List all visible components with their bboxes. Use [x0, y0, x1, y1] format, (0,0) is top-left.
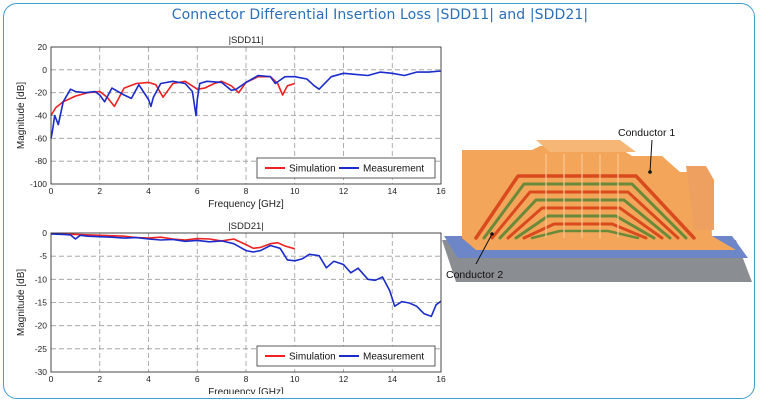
legend-entry-simulation: Simulation: [289, 352, 336, 363]
y-tick-label: -25: [35, 344, 48, 354]
y-tick-label: -5: [39, 251, 47, 261]
legend-entry-measurement: Measurement: [363, 164, 424, 175]
connector-3d-model: Conductor 1 Conductor 2: [442, 127, 752, 282]
x-tick-label: 4: [146, 374, 151, 384]
conductor-1-leader: [649, 139, 653, 173]
housing-ribs: [545, 154, 619, 238]
chart-title: |SDD11|: [229, 35, 264, 46]
x-tick-label: 6: [195, 374, 200, 384]
page-title: Connector Differential Insertion Loss |S…: [171, 7, 589, 23]
x-tick-label: 6: [195, 186, 200, 196]
chart-title: |SDD21|: [228, 221, 264, 232]
series-line-measurement: [50, 70, 442, 139]
x-tick-label: 0: [49, 374, 54, 384]
conductor-1-label: Conductor 1: [618, 127, 675, 139]
y-tick-label: 0: [42, 228, 47, 238]
x-axis-label: Frequency [GHz]: [208, 387, 284, 394]
x-tick-label: 4: [146, 186, 151, 196]
y-tick-label: -15: [35, 298, 48, 308]
y-tick-label: -20: [35, 88, 48, 98]
chart-sdd21: 0 2 4 6 8 10 12 14 16 0 -5 -10 -15 -20 -25 -30 |SDD21| Fr…: [16, 221, 446, 394]
x-tick-label: 12: [339, 374, 349, 384]
y-axis-label: Magnitude [dB]: [16, 269, 27, 336]
y-tick-label: -10: [35, 274, 48, 284]
y-tick-label: -100: [30, 179, 47, 189]
y-tick-label: 20: [38, 42, 48, 52]
x-tick-label: 10: [290, 186, 300, 196]
connector-housing: [462, 146, 736, 250]
legend-entry-simulation: Simulation: [289, 164, 336, 175]
x-tick-label: 8: [244, 374, 249, 384]
legend-entry-measurement: Measurement: [363, 352, 424, 363]
y-tick-label: 0: [42, 65, 47, 75]
series-line-measurement: [50, 233, 442, 318]
housing-top-block: [536, 140, 636, 152]
housing-right-block: [686, 166, 714, 230]
y-tick-label: -60: [35, 133, 48, 143]
conductor-2-label: Conductor 2: [446, 269, 503, 281]
series-line-simulation: [50, 232, 296, 250]
x-tick-label: 10: [290, 374, 300, 384]
x-tick-label: 0: [49, 186, 54, 196]
x-tick-label: 14: [388, 186, 398, 196]
x-axis-label: Frequency [GHz]: [208, 199, 284, 210]
x-tick-label: 16: [436, 374, 446, 384]
x-tick-label: 12: [339, 186, 349, 196]
y-axis-label: Magnitude [dB]: [16, 82, 27, 149]
plot-frame: [50, 46, 442, 185]
plot-frame: [50, 232, 442, 373]
y-tick-label: -80: [35, 156, 48, 166]
y-tick-label: -40: [35, 111, 48, 121]
legend: Simulation Measurement: [256, 157, 436, 179]
x-tick-label: 14: [388, 374, 398, 384]
legend: Simulation Measurement: [256, 345, 436, 367]
chart-sdd11: 0 2 4 6 8 10 12 14 16 20 0 -20 -40 -60 -80 -100 |SDD11| F…: [16, 35, 446, 210]
x-tick-label: 8: [244, 186, 249, 196]
x-tick-label: 16: [436, 186, 446, 196]
y-tick-label: -30: [35, 367, 48, 377]
x-tick-label: 2: [97, 186, 102, 196]
conductor-2-leader: [475, 233, 493, 265]
y-tick-label: -20: [35, 321, 48, 331]
x-tick-label: 2: [97, 374, 102, 384]
